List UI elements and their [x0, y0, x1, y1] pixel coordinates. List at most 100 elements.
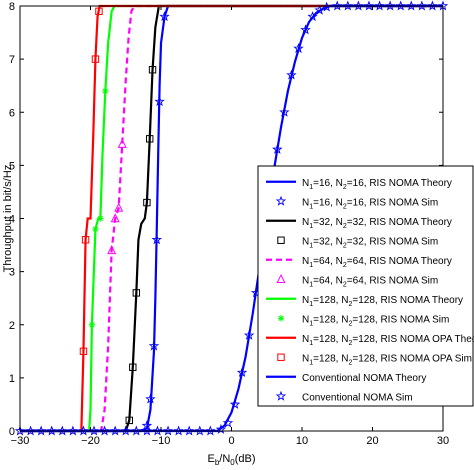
- legend-subscript: 1: [309, 301, 313, 308]
- series-11-marker-29: [286, 69, 297, 80]
- y-tick-label-8: 8: [9, 1, 15, 13]
- series-11-marker-7-shape: [88, 425, 100, 436]
- legend-marker-9: [277, 353, 285, 361]
- series-3-marker-1-shape: [129, 363, 137, 371]
- series-11-marker-12-shape: [141, 425, 153, 436]
- series-3-marker-4: [146, 135, 154, 143]
- legend-label-9: N1=128, N2=128, RIS NOMA OPA Sim: [302, 353, 472, 366]
- series-11-marker-27: [272, 143, 283, 154]
- series-3-marker-0-shape: [125, 416, 133, 425]
- legend-text-part: =64, RIS NOMA Theory: [347, 256, 452, 267]
- series-line-2: [20, 4, 443, 433]
- series-11-marker-33-shape: [314, 4, 325, 15]
- legend-subscript: 1: [309, 262, 313, 269]
- series-11-marker-16-shape: [183, 425, 195, 436]
- series-11-marker-42-shape: [406, 0, 417, 11]
- series-11-marker-27-shape: [272, 143, 283, 154]
- legend-text-part: =16, N: [313, 178, 343, 189]
- legend-text-part: =64, N: [313, 275, 343, 286]
- series-11-marker-6-shape: [78, 425, 89, 436]
- series-5-marker-3: [117, 138, 127, 148]
- series-9-marker-2: [91, 55, 100, 63]
- legend-entry-1: N1=16, N2=16, RIS NOMA Sim: [275, 195, 438, 210]
- legend-label-11: Conventional NOMA Sim: [302, 392, 413, 403]
- series-1-marker-3: [151, 234, 162, 245]
- series-11-marker-28: [279, 106, 290, 117]
- series-11-marker-31-shape: [300, 24, 311, 35]
- series-11-marker-20-shape: [222, 417, 234, 428]
- y-axis-label: Throughput in bit/s/Hz: [2, 165, 14, 273]
- legend-subscript: 2: [348, 320, 352, 327]
- series-11-marker-29-shape: [286, 69, 297, 80]
- series-9-marker-3-shape: [95, 7, 103, 16]
- series-5-marker-0-shape: [107, 245, 117, 255]
- series-11-marker-9-shape: [109, 425, 121, 436]
- x-tick-label-1: −20: [81, 435, 100, 447]
- series-1-marker-1-shape: [145, 393, 156, 404]
- series-11-marker-1-shape: [25, 425, 36, 436]
- series-11-marker-40: [384, 0, 396, 11]
- legend-entry-0: N1=16, N2=16, RIS NOMA Theory: [266, 178, 452, 191]
- legend-text-part: =128, RIS NOMA OPA Sim: [352, 353, 472, 364]
- legend-label-3: N1=32, N2=32, RIS NOMA Sim: [302, 236, 438, 249]
- series-line-4: [20, 4, 443, 433]
- series-11-marker-18: [205, 425, 216, 436]
- legend-text-part: =64, N: [313, 256, 343, 267]
- series-11-marker-23-shape: [243, 329, 255, 340]
- legend-marker-11: [275, 390, 287, 401]
- legend-subscript: 1: [309, 184, 313, 191]
- series-1-marker-1: [145, 393, 156, 404]
- series-11-marker-42: [406, 0, 417, 11]
- legend-text-part: N: [302, 314, 309, 325]
- legend-text-part: =32, RIS NOMA Theory: [347, 217, 452, 228]
- legend-text-part: =16, RIS NOMA Sim: [347, 197, 438, 208]
- series-11-marker-8: [99, 425, 110, 436]
- legend-entry-8: N1=128, N2=128, RIS NOMA OPA Theory: [266, 334, 474, 347]
- series-7-marker-0-stroke: [89, 322, 95, 328]
- legend-entry-7: N1=128, N2=128, RIS NOMA Sim: [277, 314, 449, 327]
- legend-label-0: N1=16, N2=16, RIS NOMA Theory: [302, 178, 452, 191]
- legend-text-part: N: [302, 217, 309, 228]
- series-11-marker-5-shape: [67, 425, 79, 436]
- x-tick-label-4: 10: [296, 435, 308, 447]
- legend-text-part: =128, N: [313, 295, 348, 306]
- x-axis-label-part: /N: [219, 453, 230, 465]
- series-11-marker-28-shape: [279, 106, 290, 117]
- series-3-marker-1: [129, 363, 137, 371]
- legend-subscript: 2: [343, 281, 347, 288]
- series-1-marker-4-shape: [154, 96, 165, 107]
- series-11-marker-13-shape: [152, 425, 163, 436]
- series-5-marker-0: [107, 245, 117, 255]
- series-11-marker-37: [353, 0, 364, 11]
- legend-entry-11: Conventional NOMA Sim: [275, 390, 413, 403]
- legend-entry-5: N1=64, N2=64, RIS NOMA Sim: [276, 273, 438, 288]
- series-11-marker-12: [141, 425, 153, 436]
- legend-text-part: =16, N: [313, 197, 343, 208]
- legend-text-part: =128, RIS NOMA Sim: [352, 314, 449, 325]
- legend-text-part: =32, RIS NOMA Sim: [347, 236, 438, 247]
- legend-text-part: =32, N: [313, 217, 343, 228]
- series-11-marker-20: [222, 417, 234, 428]
- legend-marker-11-shape: [275, 390, 287, 401]
- series-7-marker-1: [92, 225, 99, 233]
- series-11-marker-15: [173, 425, 184, 436]
- legend-text-part: =128, N: [313, 353, 348, 364]
- y-tick-label-4: 4: [9, 214, 15, 226]
- series-11-marker-13: [152, 425, 163, 436]
- series-11-marker-30-shape: [293, 43, 304, 53]
- legend-subscript: 1: [309, 223, 313, 230]
- legend-text-part: =128, RIS NOMA Theory: [352, 295, 463, 306]
- legend-subscript: 2: [343, 242, 347, 249]
- series-11-marker-36-shape: [342, 0, 354, 11]
- series-11-marker-4: [57, 425, 68, 436]
- legend-marker-3: [277, 236, 285, 244]
- series-9-marker-0: [79, 347, 88, 356]
- series-11-marker-43-shape: [416, 0, 428, 11]
- series-3-marker-2: [132, 289, 141, 297]
- series-3-marker-5-shape: [148, 66, 157, 74]
- series-11-marker-21: [229, 398, 241, 409]
- series-11-marker-22-shape: [236, 367, 248, 378]
- series-11-marker-16: [183, 425, 195, 436]
